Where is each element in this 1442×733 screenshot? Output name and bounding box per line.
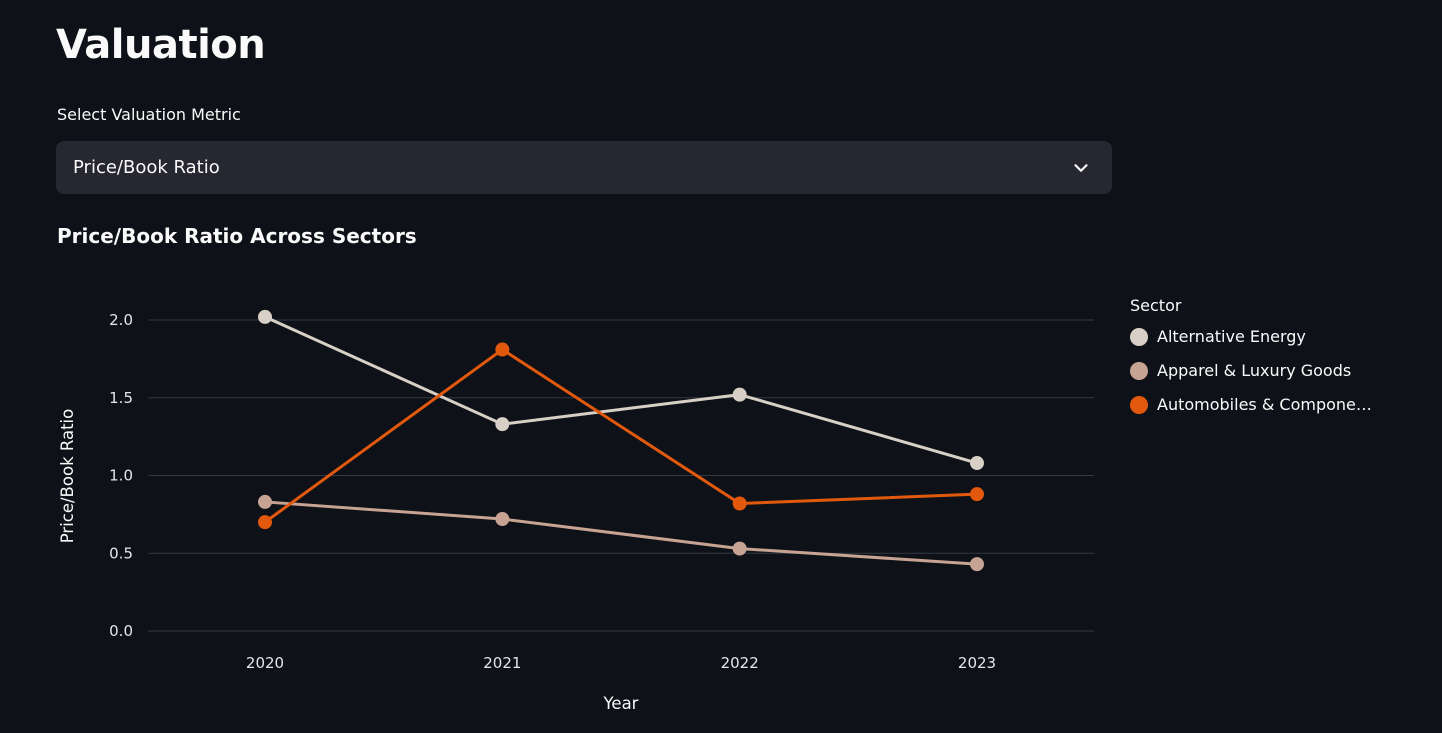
data-point[interactable] [258,515,272,530]
data-point[interactable] [495,417,510,432]
y-axis-title: Price/Book Ratio [58,409,77,543]
data-point[interactable] [970,557,984,572]
legend-item-label: Alternative Energy [1157,327,1306,346]
page-title: Valuation [56,22,266,68]
x-tick-label: 2022 [721,654,759,672]
data-point[interactable] [732,496,747,511]
chart-title: Price/Book Ratio Across Sectors [57,224,417,248]
metric-select-label: Select Valuation Metric [57,105,241,124]
chart-legend: Sector Alternative Energy Apparel & Luxur… [1130,296,1372,429]
x-tick-label: 2021 [483,654,521,672]
x-tick-label: 2020 [246,654,284,672]
series-line [263,348,979,524]
metric-select-value: Price/Book Ratio [73,157,220,178]
data-point[interactable] [732,541,747,556]
legend-item: Apparel & Luxury Goods [1130,361,1372,380]
data-point[interactable] [258,309,272,324]
legend-swatch-icon [1130,327,1148,346]
y-tick-label: 0.0 [109,622,133,640]
data-point[interactable] [970,456,984,471]
data-point[interactable] [732,387,747,402]
data-point[interactable] [495,512,510,527]
metric-selectbox[interactable]: Price/Book Ratio [56,141,1112,194]
y-tick-label: 1.0 [109,467,133,485]
legend-items: Alternative Energy Apparel & Luxury Goods… [1130,327,1372,429]
legend-swatch-icon [1130,395,1148,414]
data-point[interactable] [495,342,510,357]
series-line [263,315,979,465]
legend-item: Automobiles & Compone… [1130,395,1372,414]
legend-item: Alternative Energy [1130,327,1372,346]
line-chart-canvas: 0.0 0.5 1.0 1.5 2.0 2020 2021 2022 2023 Price/Boo… [58,309,1094,713]
y-tick-label: 2.0 [109,311,133,329]
x-axis-title: Year [603,694,639,713]
chevron-down-icon[interactable] [1070,157,1092,179]
legend-swatch-icon [1130,361,1148,380]
x-tick-label: 2023 [958,654,996,672]
legend-title: Sector [1130,296,1182,315]
legend-item-label: Apparel & Luxury Goods [1157,361,1352,380]
legend-item-label: Automobiles & Compone… [1157,395,1372,414]
y-tick-label: 1.5 [109,389,133,407]
series-line [263,500,979,566]
y-tick-label: 0.5 [109,544,133,562]
data-point[interactable] [970,487,984,502]
data-point[interactable] [258,494,272,509]
